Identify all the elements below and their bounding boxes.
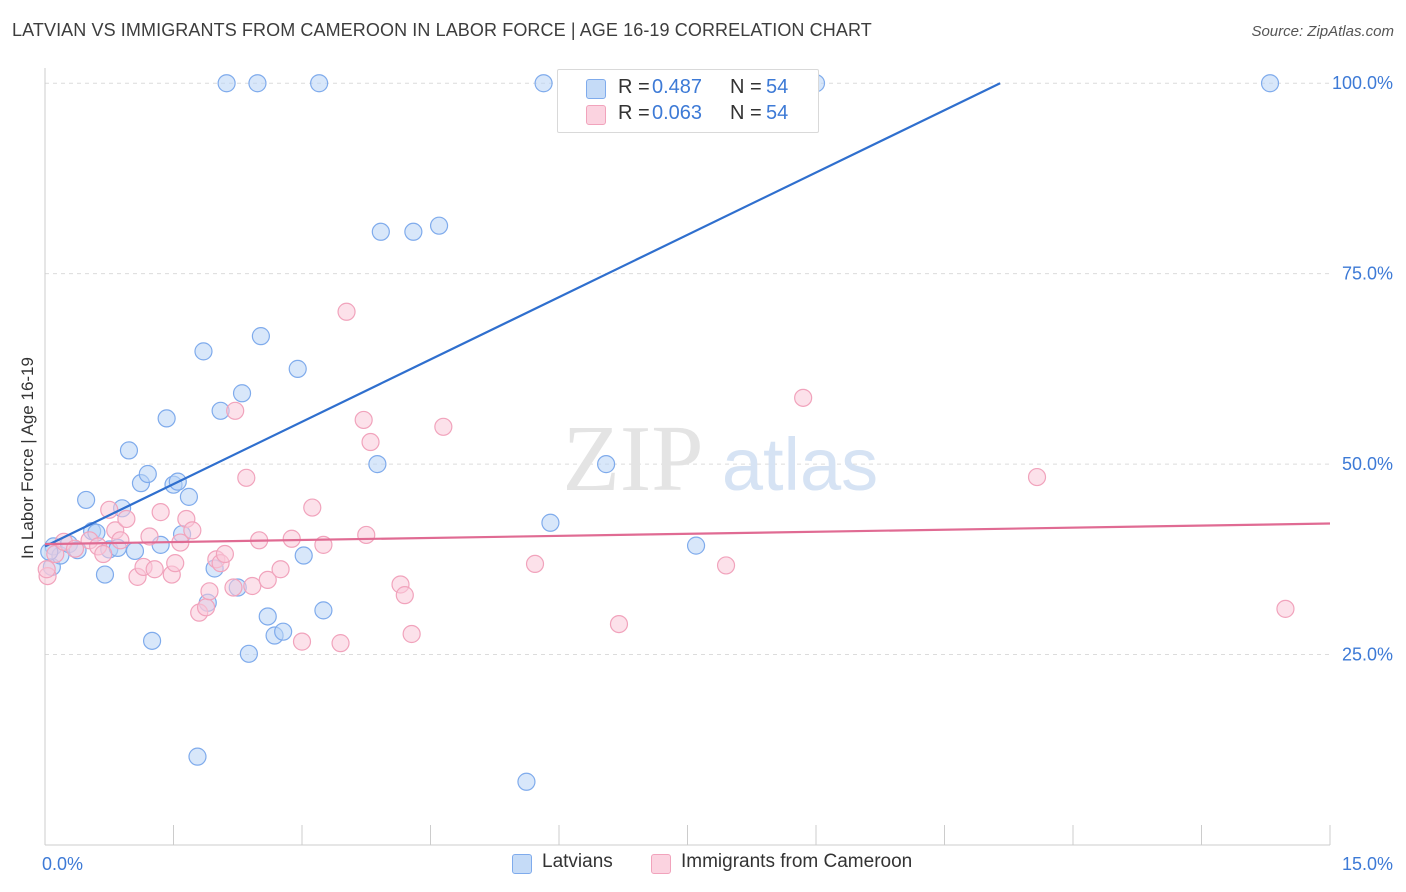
latvians-point	[404, 222, 423, 241]
cameroon-point	[243, 576, 262, 596]
cameroon-point	[94, 544, 113, 564]
watermark-atlas: atlas	[722, 423, 878, 506]
legend-r-value: 0.487	[652, 76, 703, 98]
cameroon-point	[237, 468, 256, 487]
bottom-legend-swatch-latvians	[512, 854, 532, 874]
cameroon-trend-line	[44, 522, 1331, 546]
cameroon-point	[395, 586, 414, 605]
cameroon-point	[140, 527, 159, 546]
latvians-point	[294, 546, 313, 565]
legend-swatch-cameroon	[586, 105, 606, 125]
cameroon-point	[525, 554, 545, 574]
source-credit: Source: ZipAtlas.com	[1251, 23, 1394, 40]
watermark: ZIP atlas	[563, 407, 879, 511]
cameroon-point	[794, 388, 813, 407]
cameroon-point	[434, 417, 453, 436]
legend-r-label: R =	[618, 102, 650, 124]
tick-labels: 25.0% 50.0% 75.0% 100.0% 0.0% 15.0%	[42, 73, 1393, 874]
latvians-point	[119, 441, 139, 460]
cameroon-point	[1027, 467, 1047, 487]
legend-r-label: R =	[618, 76, 650, 98]
x-tick-label: 0.0%	[42, 854, 83, 874]
latvians-point	[157, 409, 176, 428]
cameroon-point	[111, 531, 130, 550]
latvians-point	[371, 222, 390, 241]
chart-title: LATVIAN VS IMMIGRANTS FROM CAMEROON IN L…	[12, 20, 872, 40]
trend-lines	[44, 82, 1331, 548]
cameroon-point	[183, 521, 202, 540]
cameroon-point	[282, 529, 301, 548]
cameroon-point	[354, 410, 373, 430]
cameroon-point	[166, 554, 185, 573]
cameroon-point	[145, 560, 164, 579]
latvians-point	[686, 536, 706, 555]
bottom-legend-swatch-cameroon	[651, 854, 671, 874]
latvians-point	[179, 487, 199, 506]
latvians-point	[288, 359, 307, 378]
latvians-point	[310, 74, 329, 93]
legend-n-value: 54	[766, 102, 789, 124]
latvians-point	[517, 772, 536, 791]
cameroon-point	[215, 544, 234, 564]
y-tick-label: 50.0%	[1342, 454, 1393, 474]
latvians-point	[239, 644, 258, 663]
cameroon-point	[361, 432, 380, 452]
legend-n-label: N =	[730, 102, 762, 124]
latvians-point	[142, 631, 162, 650]
bottom-legend-label-latvians: Latvians	[542, 851, 613, 872]
cameroon-point	[609, 614, 629, 634]
latvians-point	[541, 513, 560, 532]
legend-n-label: N =	[730, 76, 762, 98]
latvians-point	[258, 607, 277, 626]
cameroon-point	[117, 509, 136, 529]
latvians-point	[248, 74, 267, 93]
y-tick-label: 25.0%	[1342, 645, 1393, 665]
cameroon-point	[151, 503, 170, 522]
cameroon-point	[357, 525, 376, 545]
cameroon-point	[292, 632, 312, 651]
latvians-point	[274, 622, 293, 641]
cameroon-point	[37, 560, 56, 579]
latvians-point	[95, 565, 115, 584]
latvians-point	[194, 342, 213, 361]
cameroon-point	[303, 498, 322, 517]
latvians-point	[429, 216, 449, 235]
latvians-point	[368, 455, 387, 474]
latvians-point	[597, 455, 616, 474]
x-tick-label: 15.0%	[1342, 854, 1393, 874]
latvians-point	[232, 384, 252, 403]
grid-lines	[45, 82, 1330, 656]
legend-swatch-latvians	[586, 79, 606, 99]
cameroon-point	[402, 624, 421, 644]
bottom-legend-label-cameroon: Immigrants from Cameroon	[681, 851, 913, 872]
cameroon-point	[226, 401, 245, 420]
cameroon-point	[337, 302, 356, 321]
cameroon-point	[1276, 599, 1295, 618]
latvians-trend-line	[44, 82, 1001, 548]
cameroon-point	[196, 598, 216, 617]
axes	[44, 68, 1331, 846]
latvians-point	[1260, 74, 1280, 93]
latvians-point	[534, 74, 553, 93]
y-tick-label: 100.0%	[1332, 73, 1393, 93]
legend-n-value: 54	[766, 76, 789, 98]
latvians-point	[138, 464, 157, 484]
latvians-point	[217, 74, 236, 93]
cameroon-point	[258, 570, 277, 590]
latvians-point	[77, 490, 96, 510]
latvians-point	[251, 327, 270, 346]
correlation-legend: R = 0.487 N = 54 R = 0.063 N = 54	[557, 69, 819, 133]
cameroon-point	[716, 556, 736, 575]
legend-r-value: 0.063	[652, 102, 703, 124]
latvians-point	[188, 747, 207, 766]
latvians-point	[125, 541, 145, 561]
cameroon-point	[331, 634, 350, 653]
watermark-zip: ZIP	[563, 407, 704, 511]
y-tick-label: 75.0%	[1342, 264, 1393, 284]
cameroon-point	[200, 582, 219, 601]
latvians-point	[314, 601, 333, 620]
cameroon-point	[271, 560, 290, 579]
cameroon-point	[224, 578, 243, 597]
